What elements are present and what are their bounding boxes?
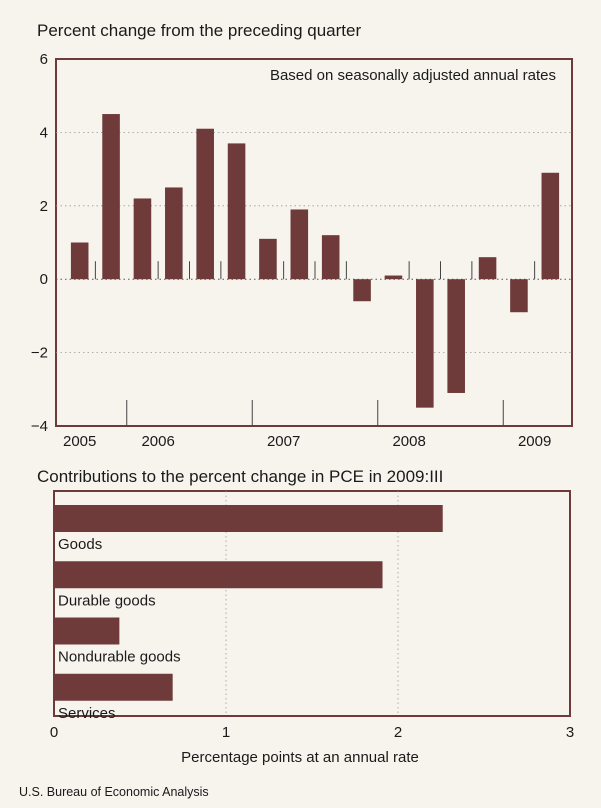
chart1-bar xyxy=(165,187,183,280)
chart1-x-tick-label: 2009 xyxy=(518,433,551,450)
chart2-bar xyxy=(54,617,120,645)
chart2-x-axis-label: Percentage points at an annual rate xyxy=(181,749,419,766)
chart2-category-label: Goods xyxy=(58,536,102,553)
chart1-title: Percent change from the preceding quarte… xyxy=(37,21,361,40)
chart1-x-tick-label: 2008 xyxy=(392,433,425,450)
chart1-bar xyxy=(510,279,528,313)
source-note: U.S. Bureau of Economic Analysis xyxy=(19,785,209,799)
chart2-x-tick-label: 1 xyxy=(222,724,230,741)
chart2-title: Contributions to the percent change in P… xyxy=(37,467,443,486)
chart1-y-tick-label: 2 xyxy=(40,198,48,215)
chart1-bar xyxy=(321,235,340,280)
chart1-bar xyxy=(416,279,434,408)
chart2-category-label: Durable goods xyxy=(58,592,156,609)
chart1-annotation: Based on seasonally adjusted annual rate… xyxy=(270,67,556,84)
chart1-y-tick-label: 4 xyxy=(40,124,48,141)
chart2-bar xyxy=(54,505,443,532)
chart2-category-label: Nondurable goods xyxy=(58,649,181,666)
chart1-grid xyxy=(56,131,572,354)
chart2-frame xyxy=(53,490,571,717)
chart2-bars: Goods Durable goods Nondurable goods Servic… xyxy=(54,505,443,722)
chart2-x-ticks: 0 1 2 3 xyxy=(50,724,574,741)
chart1-frame xyxy=(55,58,573,427)
chart2-x-tick-label: 3 xyxy=(566,724,574,741)
chart1-bar xyxy=(133,198,152,280)
chart1-bar xyxy=(259,238,277,280)
chart1-x-ticks: 2005 2006 2007 2008 2009 xyxy=(63,261,551,450)
chart1-y-tick-label: −2 xyxy=(31,345,48,362)
chart2-bar xyxy=(54,673,173,701)
chart2-category-label: Services xyxy=(58,705,116,722)
chart1-y-ticks: 6 4 2 0 −2 −4 xyxy=(31,51,48,435)
chart2-x-tick-label: 2 xyxy=(394,724,402,741)
chart1-x-tick-label: 2005 xyxy=(63,433,96,450)
chart1-bar xyxy=(478,257,497,280)
chart1-bar xyxy=(70,242,89,280)
chart1-x-tick-label: 2006 xyxy=(141,433,174,450)
chart1-y-tick-label: 6 xyxy=(40,51,48,68)
chart1-x-tick-label: 2007 xyxy=(267,433,300,450)
chart1-y-tick-label: −4 xyxy=(31,418,48,435)
chart1-bar xyxy=(290,209,309,280)
chart2-x-tick-label: 0 xyxy=(50,724,58,741)
chart1-y-tick-label: 0 xyxy=(40,271,48,288)
chart1-bar xyxy=(196,128,214,280)
chart1-bars xyxy=(70,114,560,408)
chart1-bar xyxy=(227,143,246,280)
chart2-bar xyxy=(54,561,383,589)
chart1-bar xyxy=(541,172,560,280)
chart1-bar xyxy=(384,275,403,280)
chart1-bar xyxy=(447,279,465,393)
chart1-bar xyxy=(353,279,371,302)
chart1-bar xyxy=(102,114,120,280)
